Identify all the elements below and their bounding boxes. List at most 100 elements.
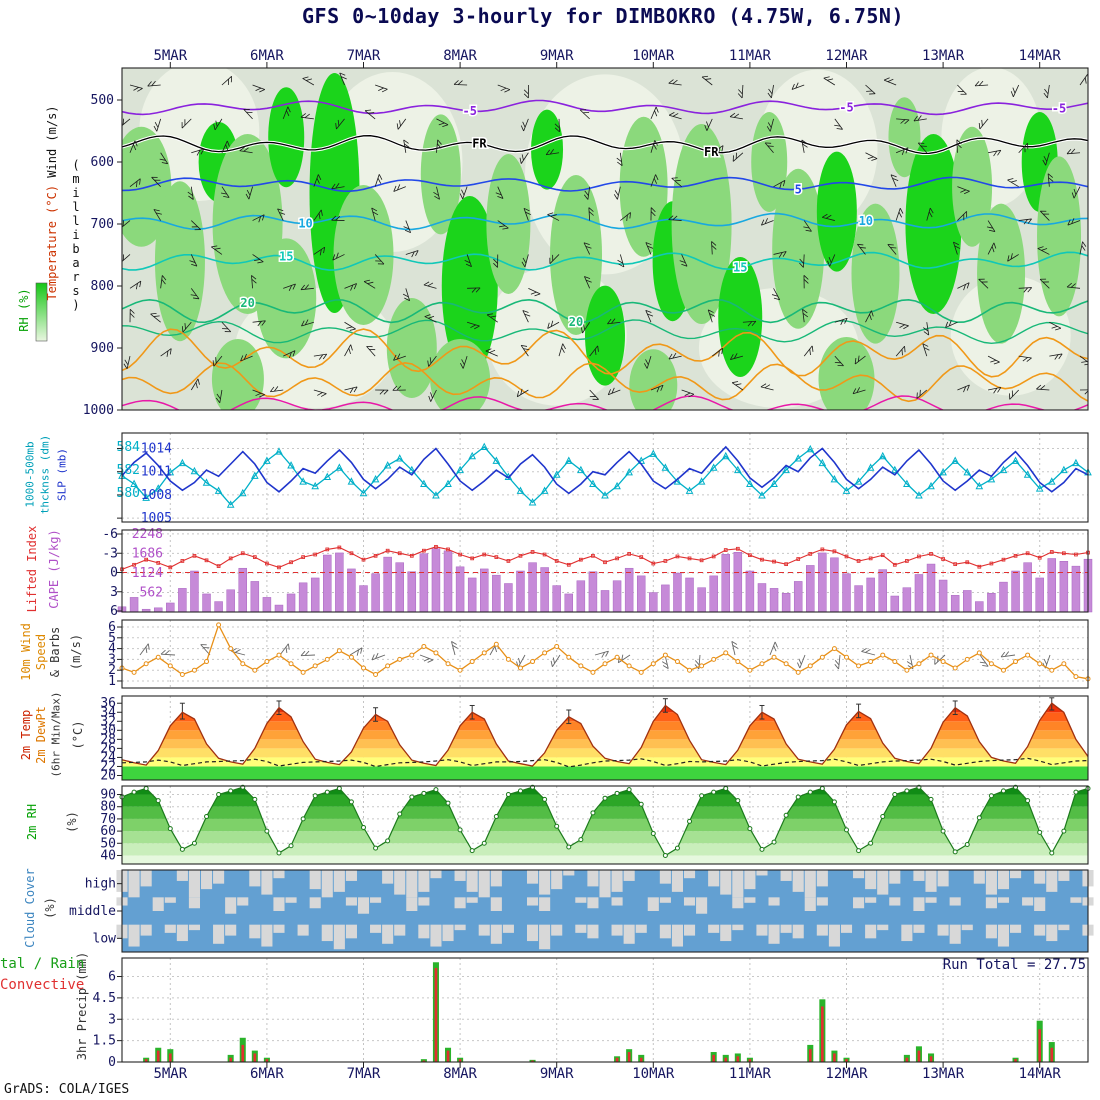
cape-bar [878,569,887,613]
cape-bar [866,577,875,613]
wind-speed-marker [674,659,680,665]
rh-shading-blob [977,203,1026,344]
wind-barb [122,254,131,263]
rh-marker [1073,789,1079,795]
wind-barb [153,118,162,132]
wind-barb [1049,353,1063,360]
wind-barb [191,220,201,231]
wind-barb [704,118,713,131]
wind-barb [1049,321,1062,331]
li-marker [518,553,523,558]
wind-barb [802,309,809,323]
date-label-top: 12MAR [825,48,868,64]
cape-bar [371,573,380,613]
wind-barb [588,207,594,221]
wind-barb [239,146,253,154]
slp-tick: 1011 [141,465,172,480]
wind-speed-marker [795,669,801,675]
cape-bar [1059,561,1069,613]
li-marker [180,559,185,563]
cloud-block [273,897,285,911]
wind-barb [773,180,786,189]
temp-band [122,739,1088,749]
cloud-block [1034,924,1046,936]
li-marker [313,552,318,557]
li-marker [192,553,197,558]
cloud-block [213,870,225,884]
wind-barb [424,314,437,323]
cloud-cover-panel: high middle low [69,869,1094,953]
li-marker [808,552,813,556]
rh-shading-blob [430,339,491,410]
thickness-marker [238,488,247,497]
thickness-tick: 582 [117,463,140,478]
wind-barb [392,385,406,391]
wind-barb [945,320,958,328]
rh-marker [662,852,668,858]
wind-barb [1071,186,1081,199]
rh-marker [264,828,270,834]
cape-bar [504,583,513,613]
wind-barb [159,152,169,165]
thickness-marker [383,461,392,469]
wind-barb [374,254,385,265]
thickness-marker [794,454,803,462]
rh-shading-blob [333,185,394,325]
rh-marker [626,787,632,793]
thickness-marker [746,479,754,487]
cloud-row-label: low [93,931,117,946]
cloud-block [478,870,490,898]
thickness-marker [564,456,573,464]
rh-marker [542,796,548,802]
li-marker [687,556,692,561]
cape-bar [383,556,392,613]
panel-border [121,695,1089,781]
wind-barb [160,649,176,656]
rh-tick: 70 [100,812,116,827]
cloud-block [297,924,309,936]
contour-label-15: 15 [279,249,293,263]
wind-speed-marker [457,667,463,673]
thickness-marker [685,486,694,494]
wind-barb [1036,384,1050,391]
rh-marker [373,845,379,851]
cloud-block [382,870,394,884]
wind-barb [220,186,230,198]
wind-speed-marker [288,661,294,667]
cape-bar [914,574,924,613]
thickness-marker [951,456,959,464]
contour-label--5: -5 [1052,102,1066,116]
wind-barb [467,287,481,293]
cloud-block [889,870,901,884]
wind-barb [731,381,744,391]
wind-barb [403,139,410,153]
temp-contour-FR [122,135,1088,155]
cloud-block [418,897,430,906]
cloud-block [1034,870,1046,884]
rh-marker [699,793,705,799]
cape-bar [612,580,622,613]
precip-convective-bar [1038,1029,1042,1062]
li-marker [216,564,221,568]
wind-speed-marker [204,659,210,665]
wind-barb [403,220,412,233]
cape-bar [600,590,610,613]
cloud-block [937,924,949,936]
rh-marker [252,796,258,802]
wind-barb [712,347,723,357]
rh-marker [735,798,741,804]
cape-bar [624,567,634,613]
li-marker [422,548,426,553]
wind-speed-marker [590,669,596,675]
thickness-marker [142,493,150,501]
precip-tick: 4.5 [93,991,116,1006]
precip-tick: 3 [108,1012,116,1027]
cape-bar [661,584,670,613]
wind-barb [300,650,316,657]
thickness-marker [806,444,815,453]
cloud-block [587,870,599,887]
wind-barb [300,284,314,291]
thickness-marker [178,458,187,467]
wind-speed-marker [735,659,741,665]
precip-tick: 0 [108,1055,116,1070]
